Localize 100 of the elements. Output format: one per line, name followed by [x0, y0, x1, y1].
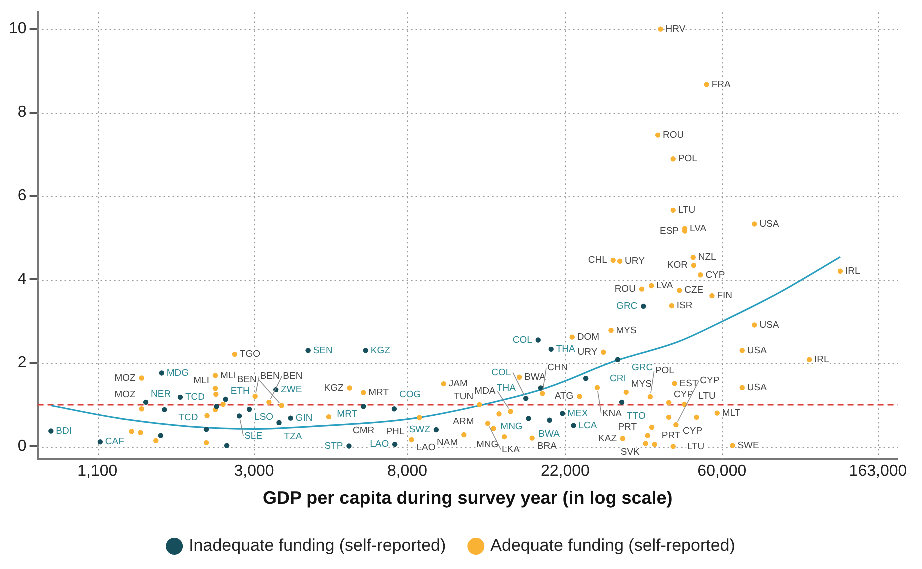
annotation: CYP	[700, 376, 720, 387]
annotation: BWA	[538, 429, 561, 440]
x-tick-label: 60,000	[698, 463, 747, 480]
annotation: IRL	[814, 354, 830, 366]
annotation: CRI	[610, 373, 626, 384]
annotation: STP	[324, 440, 344, 452]
annotation: ROU	[614, 284, 636, 295]
annotation: TCD	[185, 392, 206, 404]
annotation: NAM	[437, 438, 458, 449]
annotation: COL	[492, 367, 512, 378]
x-tick-label: 22,000	[540, 463, 590, 480]
annotation: PHL	[386, 426, 405, 438]
x-tick-label: 163,000	[849, 463, 908, 480]
annotation: TCD	[178, 412, 198, 424]
annotation: MEX	[568, 408, 589, 420]
annotation: THA	[556, 344, 576, 356]
annotation: URY	[625, 256, 646, 267]
annotation: LVA	[690, 223, 708, 234]
annotation: FIN	[717, 290, 733, 302]
legend-label: Inadequate funding (self-reported)	[189, 536, 446, 556]
annotation: KAZ	[598, 433, 618, 444]
annotation: POL	[655, 366, 674, 377]
annotation: GRC	[616, 301, 638, 312]
annotation: THA	[496, 382, 517, 394]
annotation: JAM	[448, 378, 468, 390]
annotation: LKA	[502, 444, 521, 456]
annotation: MRT	[337, 409, 358, 420]
annotation: ATG	[554, 391, 574, 402]
annotation: BEN	[283, 371, 303, 382]
annotation: USA	[760, 320, 780, 331]
annotation: SWE	[738, 440, 760, 452]
x-axis-title: GDP per capita during survey year (in log scale)	[262, 488, 673, 508]
x-tick-label: 3,000	[234, 463, 274, 480]
y-tick-label: 0	[18, 438, 27, 456]
annotation: GIN	[296, 412, 313, 424]
annotation: LSO	[254, 412, 274, 424]
annotation: KNA	[602, 408, 623, 420]
annotation: LAO	[370, 439, 390, 450]
annotation: USA	[760, 218, 780, 230]
annotation: MRT	[368, 387, 390, 398]
annotation: MNG	[476, 440, 499, 451]
annotation: ISR	[676, 300, 693, 312]
annotation: ARM	[453, 416, 474, 428]
annotation: TGO	[240, 349, 261, 360]
y-tick-label: 4	[18, 271, 27, 288]
annotation: ROU	[663, 130, 684, 141]
annotation: COG	[399, 390, 422, 401]
annotation: SEN	[313, 345, 333, 356]
annotation: URY	[578, 346, 598, 358]
annotation: CHN	[548, 362, 568, 374]
annotation: MOZ	[114, 372, 136, 384]
annotation: PRT	[662, 430, 681, 442]
annotation: BRA	[537, 440, 558, 452]
annotation: POL	[678, 154, 698, 165]
annotation: LTU	[678, 205, 696, 216]
x-tick-label: 8,000	[387, 463, 428, 480]
annotation: ESP	[660, 226, 680, 237]
annotation: CYP	[706, 270, 726, 281]
annotation: GRC	[632, 362, 654, 374]
legend-label: Adequate funding (self-reported)	[490, 536, 736, 556]
annotation: DOM	[577, 332, 600, 343]
annotation: CHL	[588, 255, 608, 266]
annotation: MDA	[474, 386, 496, 398]
annotation: PRT	[618, 422, 638, 434]
annotation: IRL	[845, 266, 860, 278]
annotation: MLT	[722, 408, 741, 419]
annotation: LVA	[656, 280, 674, 292]
annotation: MLI	[194, 375, 210, 386]
annotation: CYP	[683, 426, 703, 438]
annotation: LTU	[698, 391, 716, 402]
y-tick-label: 10	[9, 20, 27, 38]
annotation: KGZ	[324, 382, 344, 394]
annotation: CAF	[105, 436, 125, 448]
annotation: USA	[747, 382, 768, 394]
annotation: LAO	[416, 442, 436, 454]
annotation: CZE	[684, 285, 704, 296]
annotation: LCA	[578, 420, 598, 432]
annotation: TZA	[284, 432, 303, 443]
annotation: TUN	[454, 392, 474, 403]
annotation: SWZ	[409, 424, 431, 436]
annotation: NZL	[698, 252, 716, 264]
annotation: MDG	[166, 368, 190, 379]
annotation: KGZ	[370, 345, 391, 356]
annotation: BEN	[260, 371, 280, 382]
annotation: MYS	[616, 325, 637, 336]
annotation: BEN	[237, 374, 258, 386]
annotation: MNG	[500, 421, 523, 432]
y-tick-label: 6	[18, 188, 27, 205]
annotation: MLI	[220, 370, 236, 382]
annotation: LTU	[687, 441, 705, 452]
y-tick-label: 2	[18, 354, 27, 372]
annotation: ETH	[230, 386, 250, 398]
annotation: TTO	[627, 411, 646, 422]
annotation: SLE	[244, 430, 263, 442]
annotation: MYS	[631, 379, 652, 390]
annotation: KOR	[667, 260, 688, 272]
annotation: HRV	[666, 24, 686, 35]
annotation: CMR	[352, 426, 375, 437]
annotation: NER	[151, 389, 172, 400]
annotation: USA	[747, 345, 768, 356]
